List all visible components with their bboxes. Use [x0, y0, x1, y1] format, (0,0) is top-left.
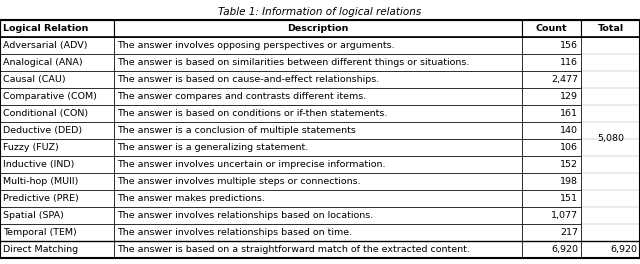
Bar: [0, 173, 114, 190]
Text: The answer is based on a straightforward match of the extracted content.: The answer is based on a straightforward…: [117, 245, 470, 254]
Bar: [114, 156, 522, 173]
Text: Analogical (ANA): Analogical (ANA): [3, 58, 83, 67]
Text: Description: Description: [287, 24, 348, 33]
Bar: [0, 190, 114, 207]
Bar: [114, 20, 522, 37]
Text: The answer is based on conditions or if-then statements.: The answer is based on conditions or if-…: [117, 109, 387, 118]
Text: 2,477: 2,477: [551, 75, 578, 84]
Text: Logical Relation: Logical Relation: [3, 24, 88, 33]
Text: 161: 161: [560, 109, 578, 118]
Text: 116: 116: [560, 58, 578, 67]
Text: 151: 151: [560, 194, 578, 203]
Bar: [114, 173, 522, 190]
Bar: [522, 37, 581, 54]
Bar: [522, 207, 581, 224]
Bar: [114, 54, 522, 71]
Text: The answer involves opposing perspectives or arguments.: The answer involves opposing perspective…: [117, 41, 394, 50]
Text: 6,920: 6,920: [610, 245, 637, 254]
Text: 6,920: 6,920: [551, 245, 578, 254]
Bar: [114, 37, 522, 54]
Bar: [522, 122, 581, 139]
Text: Conditional (CON): Conditional (CON): [3, 109, 88, 118]
Bar: [0, 71, 114, 88]
Text: Predictive (PRE): Predictive (PRE): [3, 194, 79, 203]
Bar: [581, 241, 640, 258]
Bar: [0, 105, 114, 122]
Bar: [114, 190, 522, 207]
Text: 217: 217: [560, 228, 578, 237]
Text: The answer compares and contrasts different items.: The answer compares and contrasts differ…: [117, 92, 366, 101]
Bar: [522, 224, 581, 241]
Text: Deductive (DED): Deductive (DED): [3, 126, 82, 135]
Bar: [114, 122, 522, 139]
Text: The answer is based on similarities between different things or situations.: The answer is based on similarities betw…: [117, 58, 469, 67]
Bar: [522, 156, 581, 173]
Bar: [114, 241, 522, 258]
Bar: [0, 156, 114, 173]
Bar: [0, 88, 114, 105]
Bar: [0, 122, 114, 139]
Text: 129: 129: [560, 92, 578, 101]
Bar: [0, 224, 114, 241]
Text: Inductive (IND): Inductive (IND): [3, 160, 74, 169]
Text: 1,077: 1,077: [551, 211, 578, 220]
Bar: [0, 37, 114, 54]
Bar: [522, 88, 581, 105]
Bar: [522, 105, 581, 122]
Bar: [114, 139, 522, 156]
Text: Multi-hop (MUII): Multi-hop (MUII): [3, 177, 78, 186]
Bar: [0, 241, 114, 258]
Text: Comparative (COM): Comparative (COM): [3, 92, 97, 101]
Bar: [522, 190, 581, 207]
Text: 106: 106: [560, 143, 578, 152]
Text: Count: Count: [536, 24, 567, 33]
Text: 198: 198: [560, 177, 578, 186]
Text: Temporal (TEM): Temporal (TEM): [3, 228, 77, 237]
Text: 156: 156: [560, 41, 578, 50]
Bar: [114, 71, 522, 88]
Text: 140: 140: [560, 126, 578, 135]
Text: The answer is based on cause-and-effect relationships.: The answer is based on cause-and-effect …: [117, 75, 379, 84]
Bar: [114, 224, 522, 241]
Bar: [522, 20, 581, 37]
Text: Direct Matching: Direct Matching: [3, 245, 78, 254]
Bar: [522, 173, 581, 190]
Text: Total: Total: [598, 24, 623, 33]
Bar: [114, 88, 522, 105]
Bar: [0, 207, 114, 224]
Text: The answer is a conclusion of multiple statements: The answer is a conclusion of multiple s…: [117, 126, 356, 135]
Bar: [114, 207, 522, 224]
Text: The answer involves relationships based on time.: The answer involves relationships based …: [117, 228, 352, 237]
Bar: [0, 54, 114, 71]
Text: The answer involves relationships based on locations.: The answer involves relationships based …: [117, 211, 373, 220]
Bar: [581, 37, 640, 241]
Text: Fuzzy (FUZ): Fuzzy (FUZ): [3, 143, 59, 152]
Bar: [581, 20, 640, 37]
Bar: [114, 105, 522, 122]
Text: 152: 152: [560, 160, 578, 169]
Bar: [0, 139, 114, 156]
Bar: [522, 71, 581, 88]
Text: Table 1: Information of logical relations: Table 1: Information of logical relation…: [218, 7, 422, 17]
Bar: [522, 139, 581, 156]
Text: The answer makes predictions.: The answer makes predictions.: [117, 194, 265, 203]
Text: 5,080: 5,080: [597, 134, 624, 144]
Bar: [522, 54, 581, 71]
Text: The answer is a generalizing statement.: The answer is a generalizing statement.: [117, 143, 308, 152]
Text: Adversarial (ADV): Adversarial (ADV): [3, 41, 88, 50]
Text: The answer involves uncertain or imprecise information.: The answer involves uncertain or impreci…: [117, 160, 385, 169]
Bar: [522, 241, 581, 258]
Text: The answer involves multiple steps or connections.: The answer involves multiple steps or co…: [117, 177, 360, 186]
Text: Causal (CAU): Causal (CAU): [3, 75, 66, 84]
Bar: [0, 20, 114, 37]
Text: Spatial (SPA): Spatial (SPA): [3, 211, 64, 220]
